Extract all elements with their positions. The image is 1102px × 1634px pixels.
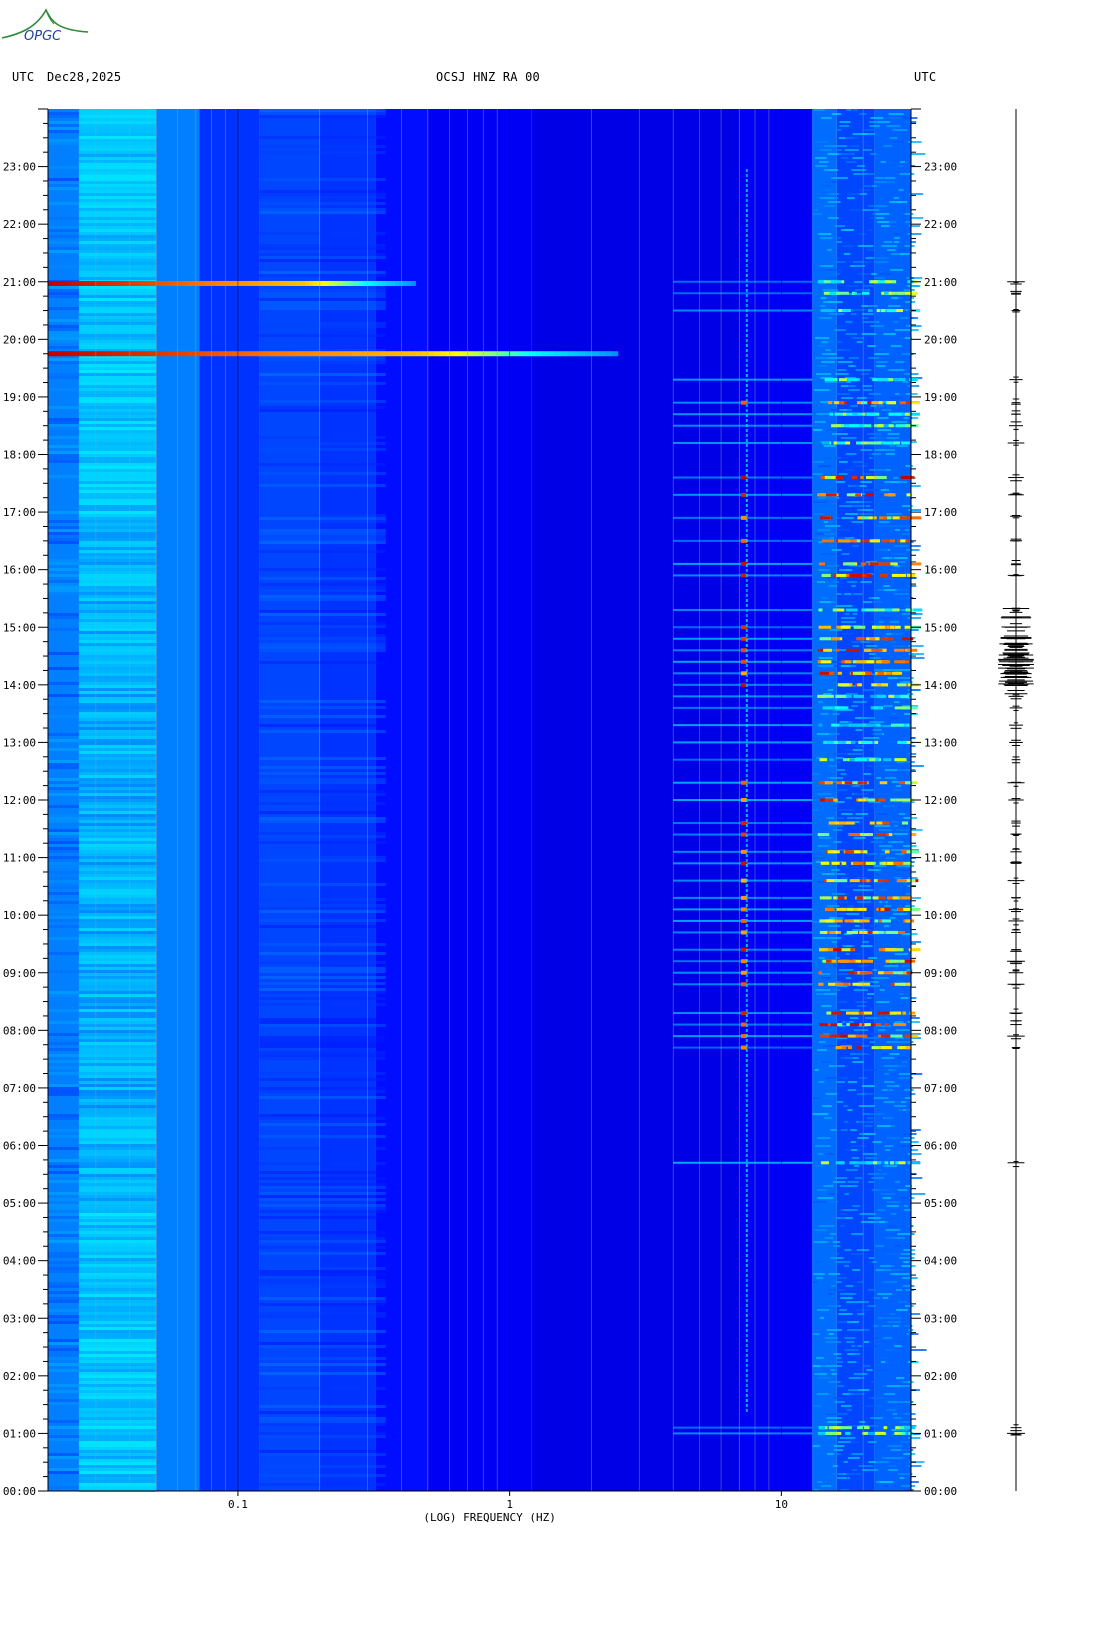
x-axis-label: (LOG) FREQUENCY (HZ) bbox=[423, 1511, 555, 1524]
hour-label-left: 06:00 bbox=[3, 1140, 36, 1153]
seismogram-trace bbox=[998, 109, 1034, 1491]
hour-label-right: 20:00 bbox=[924, 333, 957, 346]
hour-label-left: 14:00 bbox=[3, 679, 36, 692]
frequency-grid bbox=[47, 109, 912, 1491]
hour-label-left: 10:00 bbox=[3, 909, 36, 922]
hour-label-right: 15:00 bbox=[924, 621, 957, 634]
hour-label-left: 01:00 bbox=[3, 1427, 36, 1440]
hour-label-left: 20:00 bbox=[3, 333, 36, 346]
hour-label-left: 22:00 bbox=[3, 218, 36, 231]
hour-label-left: 02:00 bbox=[3, 1370, 36, 1383]
hour-label-left: 00:00 bbox=[3, 1485, 36, 1498]
hour-label-left: 19:00 bbox=[3, 391, 36, 404]
frequency-tick-label: 10 bbox=[775, 1498, 788, 1511]
hour-label-left: 12:00 bbox=[3, 794, 36, 807]
hour-label-left: 04:00 bbox=[3, 1255, 36, 1268]
hour-label-right: 22:00 bbox=[924, 218, 957, 231]
hour-label-left: 15:00 bbox=[3, 621, 36, 634]
hour-label-right: 09:00 bbox=[924, 967, 957, 980]
hour-label-right: 04:00 bbox=[924, 1255, 957, 1268]
hour-label-right: 16:00 bbox=[924, 564, 957, 577]
left-timezone: UTC bbox=[12, 70, 35, 84]
hour-label-right: 07:00 bbox=[924, 1082, 957, 1095]
spectrum-column bbox=[259, 109, 320, 1491]
hour-label-right: 11:00 bbox=[924, 852, 957, 865]
hour-label-right: 14:00 bbox=[924, 679, 957, 692]
hour-label-right: 03:00 bbox=[924, 1312, 957, 1325]
hour-label-left: 08:00 bbox=[3, 1024, 36, 1037]
logo-text: OPGC bbox=[24, 29, 62, 44]
spectrum-column bbox=[427, 109, 532, 1491]
time-axes: 00:00 00:00 01:00 01:00 02:00 02:00 03:00 03:00… bbox=[3, 108, 957, 1498]
hour-label-right: 05:00 bbox=[924, 1197, 957, 1210]
frequency-tick-label: 0.1 bbox=[228, 1498, 248, 1511]
hour-label-right: 21:00 bbox=[924, 276, 957, 289]
spectrum-column bbox=[319, 109, 376, 1491]
opgc-logo: OPGC bbox=[1, 8, 89, 44]
hour-label-left: 05:00 bbox=[3, 1197, 36, 1210]
hour-label-left: 16:00 bbox=[3, 564, 36, 577]
hour-label-left: 21:00 bbox=[3, 276, 36, 289]
hour-label-left: 09:00 bbox=[3, 967, 36, 980]
hour-label-right: 10:00 bbox=[924, 909, 957, 922]
date-label: Dec28,2025 bbox=[47, 70, 122, 84]
frequency-tick-label: 1 bbox=[506, 1498, 513, 1511]
hour-label-left: 07:00 bbox=[3, 1082, 36, 1095]
hour-label-left: 18:00 bbox=[3, 449, 36, 462]
hour-label-right: 23:00 bbox=[924, 161, 957, 174]
station-title: OCSJ HNZ RA 00 bbox=[436, 70, 540, 84]
hour-label-right: 17:00 bbox=[924, 506, 957, 519]
frequency-axis: 0.1 1 10 (LOG) FREQUENCY (HZ) bbox=[48, 1490, 911, 1524]
hour-label-right: 01:00 bbox=[924, 1427, 957, 1440]
hour-label-right: 02:00 bbox=[924, 1370, 957, 1383]
spectrum-column bbox=[199, 109, 260, 1491]
hour-label-right: 08:00 bbox=[924, 1024, 957, 1037]
hour-label-left: 03:00 bbox=[3, 1312, 36, 1325]
hour-label-right: 06:00 bbox=[924, 1140, 957, 1153]
hour-label-left: 13:00 bbox=[3, 736, 36, 749]
hour-label-left: 23:00 bbox=[3, 161, 36, 174]
hour-label-right: 00:00 bbox=[924, 1485, 957, 1498]
hour-label-right: 18:00 bbox=[924, 449, 957, 462]
hour-label-right: 12:00 bbox=[924, 794, 957, 807]
hour-label-left: 11:00 bbox=[3, 852, 36, 865]
right-timezone: UTC bbox=[914, 70, 937, 84]
hour-label-left: 17:00 bbox=[3, 506, 36, 519]
hour-label-right: 13:00 bbox=[924, 736, 957, 749]
hour-label-right: 19:00 bbox=[924, 391, 957, 404]
